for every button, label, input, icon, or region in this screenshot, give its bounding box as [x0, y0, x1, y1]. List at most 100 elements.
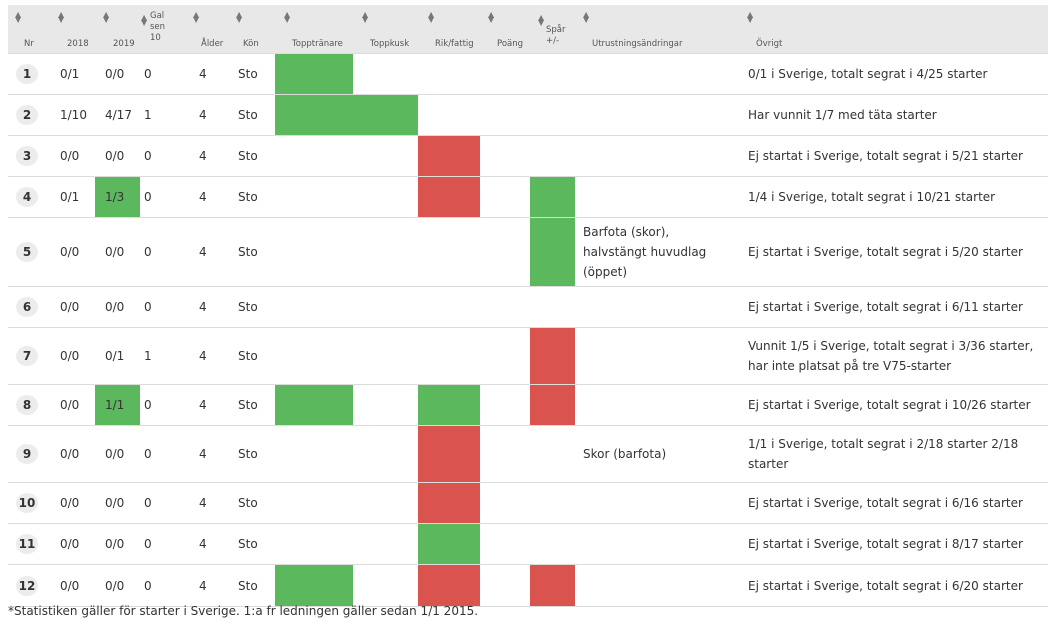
utrustning-cell: [575, 94, 740, 136]
table-row[interactable]: 10 0/0 0/0 0 4 Sto Ej startat i Sverige, total…: [8, 482, 1048, 524]
rikfattig-indicator: [418, 217, 480, 287]
y2019-value: 0/1: [105, 349, 125, 363]
toppkusk-indicator: [353, 53, 418, 95]
ovrigt-cell: Ej startat i Sverige, totalt segrat i 5/…: [740, 217, 1048, 287]
topptranare-indicator: [275, 217, 353, 287]
rikfattig-indicator: [418, 384, 480, 426]
nr-cell: 5: [8, 217, 50, 287]
sort-icon[interactable]: ▲ ▼: [236, 10, 243, 24]
toppkusk-indicator: [353, 327, 418, 385]
utrustning-cell: [575, 135, 740, 177]
poang-cell: [480, 564, 530, 607]
nr-cell: 9: [8, 425, 50, 483]
y2018-value: 0/0: [60, 447, 80, 461]
poang-cell: [480, 135, 530, 177]
table-row[interactable]: 12 0/0 0/0 0 4 Sto Ej startat i Sverige, total…: [8, 564, 1048, 607]
col-utrustning[interactable]: ▲ ▼ Utrustningsändringar: [575, 5, 740, 54]
alder-value: 4: [199, 578, 207, 593]
alder-value: 4: [199, 190, 207, 204]
sort-icon[interactable]: ▲ ▼: [747, 10, 754, 24]
ovrigt-value: 1/1 i Sverige, totalt segrat i 2/18 star…: [748, 437, 1019, 471]
table-row[interactable]: 2 1/10 4/17 1 4 Sto Har vunnit 1/7 med täta st…: [8, 94, 1048, 136]
y2019-value: 4/17: [105, 108, 132, 122]
sort-icon[interactable]: ▲ ▼: [583, 10, 590, 24]
y2018-value: 0/0: [60, 398, 80, 412]
alder-cell: 4: [185, 53, 230, 95]
ovrigt-cell: Ej startat i Sverige, totalt segrat i 5/…: [740, 135, 1048, 177]
col-2019[interactable]: ▲ ▼ 2019: [95, 5, 140, 54]
kon-cell: Sto: [230, 176, 275, 218]
toppkusk-indicator: [353, 425, 418, 483]
ovrigt-value: Ej startat i Sverige, totalt segrat i 6/…: [748, 578, 1023, 593]
y2018-value: 0/0: [60, 149, 80, 163]
y2019-cell: 0/0: [95, 135, 140, 177]
alder-value: 4: [199, 245, 207, 259]
utrustning-cell: Barfota (skor), halvstängt huvudlag (öpp…: [575, 217, 740, 287]
table-row[interactable]: 8 0/0 1/1 0 4 Sto Ej startat i Sverige, totalt…: [8, 384, 1048, 426]
y2018-cell: 0/0: [50, 135, 95, 177]
sort-icon[interactable]: ▲ ▼: [362, 10, 369, 24]
table-row[interactable]: 6 0/0 0/0 0 4 Sto Ej startat i Sverige, totalt…: [8, 286, 1048, 328]
col-gal[interactable]: ▲ ▼ Gal sen 10: [140, 5, 185, 54]
gal-value: 1: [144, 349, 152, 363]
table-row[interactable]: 7 0/0 0/1 1 4 Sto Vunnit 1/5 i Sverige, totalt…: [8, 327, 1048, 385]
sort-icon[interactable]: ▲ ▼: [488, 10, 495, 24]
y2018-value: 0/0: [60, 245, 80, 259]
col-ovrigt[interactable]: ▲ ▼ Övrigt: [740, 5, 1048, 54]
utrustning-cell: Skor (barfota): [575, 425, 740, 483]
col-toppkusk[interactable]: ▲ ▼ Toppkusk: [353, 5, 418, 54]
topptranare-indicator: [275, 327, 353, 385]
toppkusk-indicator: [353, 217, 418, 287]
spar-indicator: [530, 384, 575, 426]
sort-icon[interactable]: ▲ ▼: [284, 10, 291, 24]
sort-icon[interactable]: ▲ ▼: [428, 10, 435, 24]
y2018-cell: 0/0: [50, 564, 95, 607]
table-row[interactable]: 11 0/0 0/0 0 4 Sto Ej startat i Sverige, total…: [8, 523, 1048, 565]
gal-cell: 0: [140, 53, 185, 95]
col-rikfattig[interactable]: ▲ ▼ Rik/fattig: [418, 5, 480, 54]
col-alder[interactable]: ▲ ▼ Ålder: [185, 5, 230, 54]
nr-cell: 11: [8, 523, 50, 565]
sort-icon[interactable]: ▲ ▼: [141, 13, 148, 27]
col-kon[interactable]: ▲ ▼ Kön: [230, 5, 275, 54]
rikfattig-indicator: [418, 176, 480, 218]
gal-cell: 0: [140, 135, 185, 177]
y2019-value: 0/0: [105, 149, 125, 163]
alder-cell: 4: [185, 482, 230, 524]
col-nr[interactable]: ▲ ▼ Nr: [8, 5, 50, 54]
y2019-cell: 0/0: [95, 523, 140, 565]
sort-icon[interactable]: ▲ ▼: [193, 10, 200, 24]
sort-icon[interactable]: ▲ ▼: [58, 10, 65, 24]
ovrigt-value: 0/1 i Sverige, totalt segrat i 4/25 star…: [748, 67, 988, 81]
y2019-cell: 0/0: [95, 482, 140, 524]
table-row[interactable]: 4 0/1 1/3 0 4 Sto 1/4 i Sverige, totalt segrat…: [8, 176, 1048, 218]
table-row[interactable]: 3 0/0 0/0 0 4 Sto Ej startat i Sverige, totalt…: [8, 135, 1048, 177]
table-row[interactable]: 5 0/0 0/0 0 4 Sto Barfota (skor), halvstängt h…: [8, 217, 1048, 287]
col-2018[interactable]: ▲ ▼ 2018: [50, 5, 95, 54]
nr-cell: 4: [8, 176, 50, 218]
table-row[interactable]: 9 0/0 0/0 0 4 Sto Skor (barfota) 1/1 i Sverige,…: [8, 425, 1048, 483]
table-row[interactable]: 1 0/1 0/0 0 4 Sto 0/1 i Sverige, totalt segrat…: [8, 53, 1048, 95]
y2018-cell: 0/0: [50, 482, 95, 524]
nr-badge: 5: [16, 242, 38, 262]
rikfattig-indicator: [418, 53, 480, 95]
spar-indicator: [530, 327, 575, 385]
toppkusk-indicator: [353, 384, 418, 426]
kon-cell: Sto: [230, 217, 275, 287]
col-poang[interactable]: ▲ ▼ Poäng: [480, 5, 530, 54]
y2019-cell: 0/0: [95, 425, 140, 483]
y2019-value: 0/0: [105, 496, 125, 510]
utrustning-cell: [575, 523, 740, 565]
rikfattig-indicator: [418, 482, 480, 524]
sort-icon[interactable]: ▲ ▼: [15, 10, 22, 24]
sort-icon[interactable]: ▲ ▼: [538, 13, 545, 27]
rikfattig-indicator: [418, 135, 480, 177]
alder-cell: 4: [185, 384, 230, 426]
nr-cell: 3: [8, 135, 50, 177]
y2018-value: 0/0: [60, 496, 80, 510]
sort-icon[interactable]: ▲ ▼: [103, 10, 110, 24]
col-topptranare[interactable]: ▲ ▼ Topptränare: [275, 5, 353, 54]
col-spar[interactable]: ▲ ▼ Spår +/-: [530, 5, 575, 54]
nr-badge: 11: [16, 534, 38, 554]
y2019-cell: 0/0: [95, 564, 140, 607]
